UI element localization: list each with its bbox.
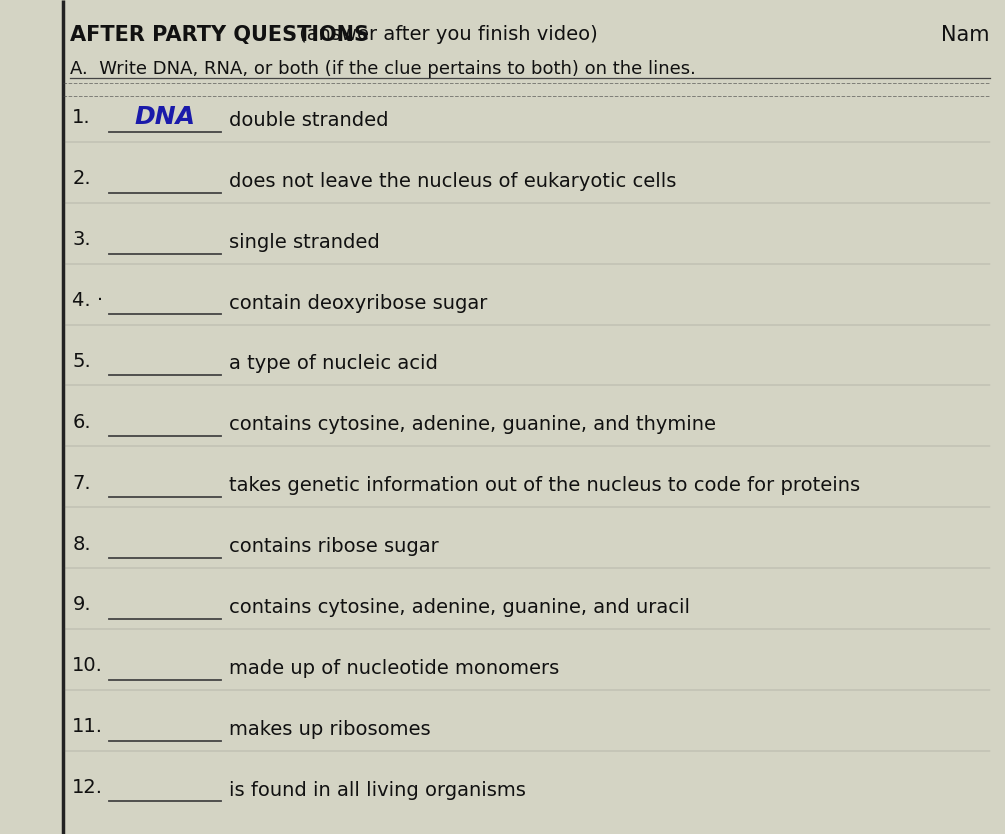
Text: AFTER PARTY QUESTIONS: AFTER PARTY QUESTIONS	[70, 25, 370, 45]
Text: is found in all living organisms: is found in all living organisms	[229, 781, 526, 800]
Text: 8.: 8.	[72, 535, 91, 554]
Text: 5.: 5.	[72, 352, 91, 371]
Text: (answer after you finish video): (answer after you finish video)	[293, 25, 598, 44]
Text: contains cytosine, adenine, guanine, and uracil: contains cytosine, adenine, guanine, and…	[229, 598, 690, 617]
Text: A.  Write DNA, RNA, or both (if the clue pertains to both) on the lines.: A. Write DNA, RNA, or both (if the clue …	[70, 60, 696, 78]
Text: double stranded: double stranded	[229, 111, 389, 130]
Text: made up of nucleotide monomers: made up of nucleotide monomers	[229, 659, 560, 678]
Text: DNA: DNA	[135, 105, 195, 129]
Text: a type of nucleic acid: a type of nucleic acid	[229, 354, 438, 374]
Text: Nam: Nam	[942, 25, 990, 45]
Text: takes genetic information out of the nucleus to code for proteins: takes genetic information out of the nuc…	[229, 476, 860, 495]
Text: 10.: 10.	[72, 656, 104, 676]
Text: contain deoxyribose sugar: contain deoxyribose sugar	[229, 294, 487, 313]
Text: 2.: 2.	[72, 169, 91, 188]
Text: contains cytosine, adenine, guanine, and thymine: contains cytosine, adenine, guanine, and…	[229, 415, 717, 435]
Text: 4. ·: 4. ·	[72, 291, 104, 310]
Text: does not leave the nucleus of eukaryotic cells: does not leave the nucleus of eukaryotic…	[229, 172, 676, 191]
Text: 7.: 7.	[72, 474, 91, 493]
Text: 12.: 12.	[72, 778, 104, 797]
Text: single stranded: single stranded	[229, 233, 380, 252]
Text: 3.: 3.	[72, 230, 91, 249]
Text: contains ribose sugar: contains ribose sugar	[229, 537, 439, 556]
Text: 9.: 9.	[72, 595, 91, 615]
Text: 1.: 1.	[72, 108, 91, 128]
Text: 11.: 11.	[72, 717, 104, 736]
Text: 6.: 6.	[72, 413, 91, 432]
Text: makes up ribosomes: makes up ribosomes	[229, 720, 431, 739]
